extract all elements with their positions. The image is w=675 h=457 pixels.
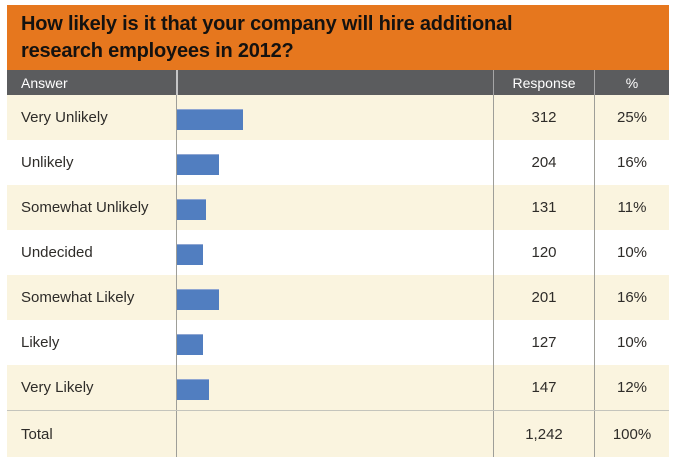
response-bar <box>177 244 204 265</box>
answer-cell: Somewhat Likely <box>21 289 135 306</box>
question-title: How likely is it that your company will … <box>7 5 669 70</box>
table-row: Very Likely 147 12% <box>7 365 669 410</box>
response-cell: 312 <box>493 95 594 140</box>
question-title-line2: research employees in 2012? <box>21 40 294 62</box>
bar-cell <box>176 365 493 410</box>
bar-cell <box>176 185 493 230</box>
answer-cell: Very Likely <box>21 379 94 396</box>
response-bar <box>177 154 220 175</box>
total-bar-cell <box>176 411 493 457</box>
response-cell: 120 <box>493 230 594 275</box>
answer-cell: Somewhat Unlikely <box>21 199 149 216</box>
answer-cell: Very Unlikely <box>21 109 108 126</box>
bar-cell <box>176 275 493 320</box>
response-bar <box>177 289 220 310</box>
response-cell: 204 <box>493 140 594 185</box>
bar-cell <box>176 320 493 365</box>
total-label: Total <box>21 426 53 443</box>
answer-cell: Undecided <box>21 244 93 261</box>
response-bar <box>177 334 204 355</box>
table-header: Answer Response % <box>7 70 669 95</box>
bar-cell <box>176 95 493 140</box>
table-row: Likely 127 10% <box>7 320 669 365</box>
header-chart-spacer <box>176 70 493 95</box>
response-bar <box>177 199 206 220</box>
percent-cell: 12% <box>594 365 669 410</box>
percent-cell: 11% <box>594 185 669 230</box>
answer-cell: Unlikely <box>21 154 74 171</box>
response-cell: 147 <box>493 365 594 410</box>
bar-cell <box>176 140 493 185</box>
header-percent: % <box>594 70 669 95</box>
total-row: Total 1,242 100% <box>7 410 669 457</box>
table-row: Undecided 120 10% <box>7 230 669 275</box>
percent-cell: 10% <box>594 320 669 365</box>
response-cell: 127 <box>493 320 594 365</box>
table-row: Somewhat Unlikely 131 11% <box>7 185 669 230</box>
header-response: Response <box>493 70 594 95</box>
response-bar <box>177 109 243 130</box>
total-response: 1,242 <box>493 411 594 457</box>
percent-cell: 25% <box>594 95 669 140</box>
total-percent: 100% <box>594 411 669 457</box>
header-answer: Answer <box>21 74 68 91</box>
percent-cell: 10% <box>594 230 669 275</box>
table-row: Unlikely 204 16% <box>7 140 669 185</box>
response-cell: 131 <box>493 185 594 230</box>
table-body: Very Unlikely 312 25% Unlikely 204 16% Somewha… <box>7 95 669 410</box>
table-row: Very Unlikely 312 25% <box>7 95 669 140</box>
question-title-line1: How likely is it that your company will … <box>21 13 513 35</box>
table-row: Somewhat Likely 201 16% <box>7 275 669 320</box>
survey-results-panel: How likely is it that your company will … <box>7 5 669 457</box>
response-cell: 201 <box>493 275 594 320</box>
response-bar <box>177 379 209 400</box>
bar-cell <box>176 230 493 275</box>
percent-cell: 16% <box>594 275 669 320</box>
answer-cell: Likely <box>21 334 60 351</box>
percent-cell: 16% <box>594 140 669 185</box>
